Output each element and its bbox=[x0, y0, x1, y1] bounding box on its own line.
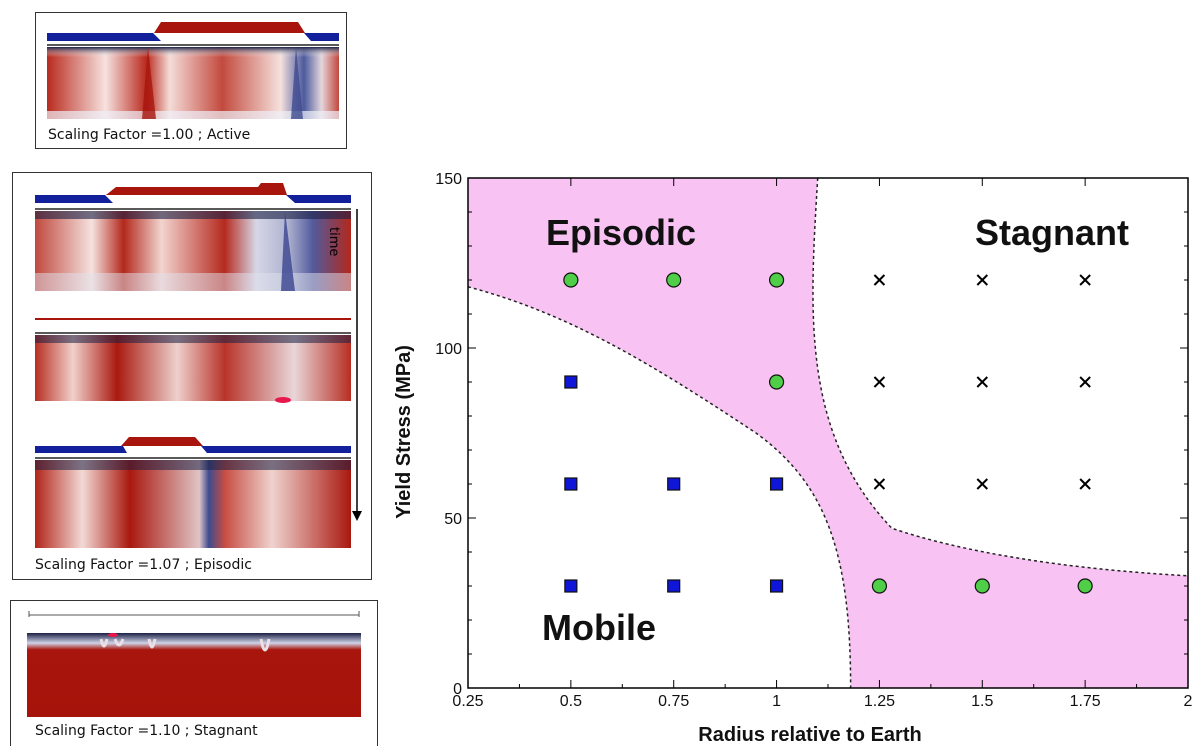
point-mobile bbox=[564, 477, 578, 491]
point-stagnant bbox=[976, 274, 988, 286]
x-axis-label: Radius relative to Earth bbox=[698, 724, 921, 746]
active-caption: Scaling Factor =1.00 ; Active bbox=[48, 127, 251, 143]
boundary-mobile-episodic bbox=[467, 286, 852, 689]
y-tick-label: 100 bbox=[435, 341, 462, 358]
point-mobile bbox=[667, 579, 681, 593]
boundary-episodic-stagnant bbox=[812, 177, 1189, 577]
point-mobile bbox=[667, 477, 681, 491]
regime-diagram: 0.25 0.5 0.75 1 1.25 1.5 1.75 2 0 50 100 150 Episod… bbox=[393, 171, 1193, 746]
point-episodic bbox=[1077, 578, 1093, 594]
point-stagnant bbox=[1079, 478, 1091, 490]
point-stagnant bbox=[976, 478, 988, 490]
point-episodic bbox=[768, 272, 785, 288]
region-label-stagnant: Stagnant bbox=[975, 212, 1129, 253]
episodic-panel: time Scaling Factor =1.07 ; Episodic bbox=[12, 172, 372, 580]
point-episodic bbox=[871, 578, 888, 594]
point-episodic bbox=[563, 272, 579, 288]
episodic-simulation-image bbox=[35, 183, 362, 548]
point-stagnant bbox=[1079, 274, 1091, 286]
x-tick-label: 1.75 bbox=[1070, 693, 1101, 710]
x-tick-label: 2 bbox=[1184, 693, 1193, 710]
x-tick-label: 0.75 bbox=[658, 693, 689, 710]
point-mobile bbox=[769, 477, 784, 491]
point-stagnant bbox=[976, 376, 988, 388]
point-episodic bbox=[974, 578, 990, 594]
stagnant-caption: Scaling Factor =1.10 ; Stagnant bbox=[35, 723, 258, 739]
y-tick-label: 50 bbox=[444, 511, 462, 528]
point-mobile bbox=[769, 579, 784, 593]
stagnant-simulation-image bbox=[27, 611, 361, 717]
point-episodic bbox=[666, 272, 682, 288]
active-panel: Scaling Factor =1.00 ; Active bbox=[35, 12, 347, 149]
active-simulation-image bbox=[47, 22, 339, 119]
region-label-episodic: Episodic bbox=[546, 212, 696, 253]
point-episodic bbox=[768, 374, 785, 390]
point-mobile bbox=[564, 579, 578, 593]
x-tick-label: 1.5 bbox=[971, 693, 993, 710]
y-axis-label: Yield Stress (MPa) bbox=[393, 345, 415, 519]
region-label-mobile: Mobile bbox=[542, 607, 656, 648]
x-tick-label: 0.25 bbox=[452, 693, 483, 710]
point-stagnant bbox=[873, 274, 886, 286]
point-mobile bbox=[564, 375, 578, 389]
point-stagnant bbox=[1079, 376, 1091, 388]
episodic-region bbox=[468, 178, 1188, 688]
x-tick-label: 1.25 bbox=[864, 693, 895, 710]
x-tick-label: 0.5 bbox=[560, 693, 582, 710]
y-tick-label: 150 bbox=[435, 171, 462, 188]
x-tick-label: 1 bbox=[772, 693, 781, 710]
y-tick-label: 0 bbox=[453, 681, 462, 698]
point-stagnant bbox=[873, 478, 886, 490]
episodic-caption: Scaling Factor =1.07 ; Episodic bbox=[35, 557, 252, 573]
point-stagnant bbox=[873, 376, 886, 388]
time-label: time bbox=[326, 227, 341, 257]
stagnant-panel: Scaling Factor =1.10 ; Stagnant bbox=[10, 600, 378, 746]
